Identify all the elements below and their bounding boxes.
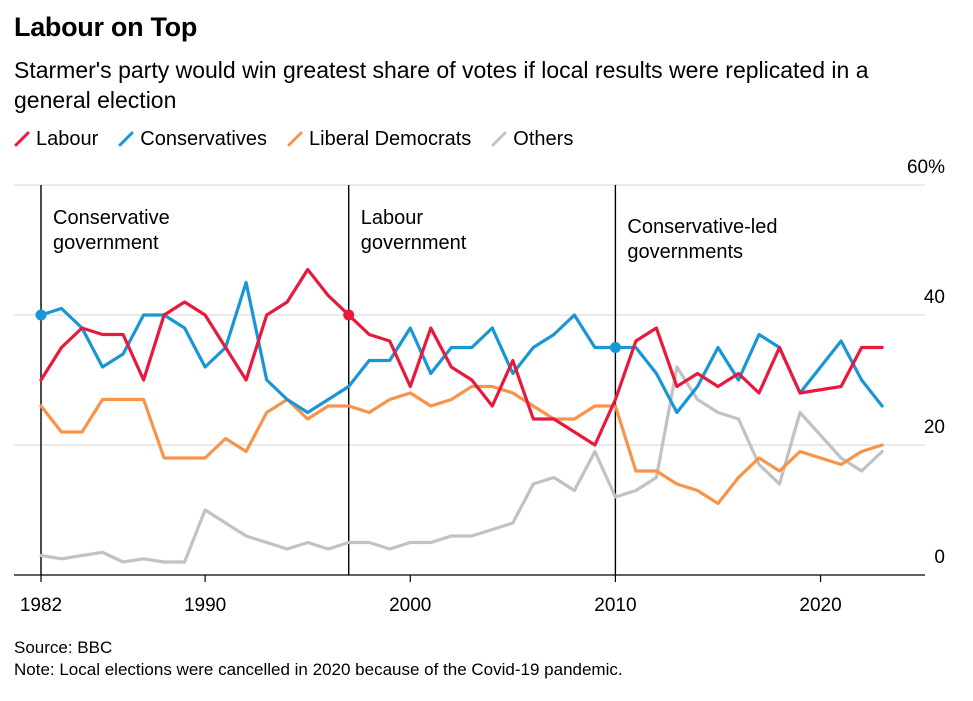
legend-label-liberal-democrats: Liberal Democrats [309, 127, 472, 150]
x-tick-label: 2000 [389, 595, 431, 616]
period-label: Labour [361, 207, 424, 229]
y-tick-label: 0 [934, 547, 945, 568]
period-label: Conservative [53, 207, 170, 229]
x-tick-label: 2020 [799, 595, 841, 616]
transition-marker [35, 309, 47, 321]
period-label: governments [627, 241, 743, 263]
y-tick-label: 40 [924, 287, 945, 308]
period-label: government [361, 232, 467, 254]
legend-item-conservatives: Conservatives [118, 128, 267, 151]
legend-swatch-others [491, 131, 507, 147]
series-line-liberal-democrats [39, 384, 884, 506]
legend-item-liberal-democrats: Liberal Democrats [287, 128, 471, 151]
footnote: Note: Local elections were cancelled in … [14, 660, 623, 679]
transition-marker [343, 309, 355, 321]
legend-item-labour: Labour [14, 128, 98, 151]
source-note: Source: BBC [14, 638, 113, 657]
x-tick-label: 1982 [20, 595, 62, 616]
legend-label-others: Others [513, 127, 574, 150]
chart-subtitle: Starmer's party would win greatest share… [14, 57, 869, 113]
legend-label-conservatives: Conservatives [140, 127, 267, 150]
period-label: Conservative-led [627, 216, 777, 238]
legend-item-others: Others [491, 128, 573, 151]
x-tick-label: 2010 [594, 595, 636, 616]
x-tick-label: 1990 [184, 595, 226, 616]
legend-swatch-labour [14, 131, 30, 147]
y-tick-label: 20 [924, 417, 945, 438]
series-line-labour [39, 267, 884, 447]
transition-marker [609, 342, 621, 353]
legend: Labour Conservatives Liberal Democrats O… [14, 126, 593, 152]
legend-swatch-conservatives [118, 131, 134, 147]
y-tick-label: 60% [907, 157, 945, 178]
series-line-conservatives [39, 280, 884, 415]
legend-label-labour: Labour [36, 127, 99, 150]
chart-title: Labour on Top [14, 12, 198, 42]
period-label: government [53, 232, 159, 254]
legend-swatch-liberal-democrats [287, 131, 303, 147]
series-line-others [39, 365, 884, 564]
